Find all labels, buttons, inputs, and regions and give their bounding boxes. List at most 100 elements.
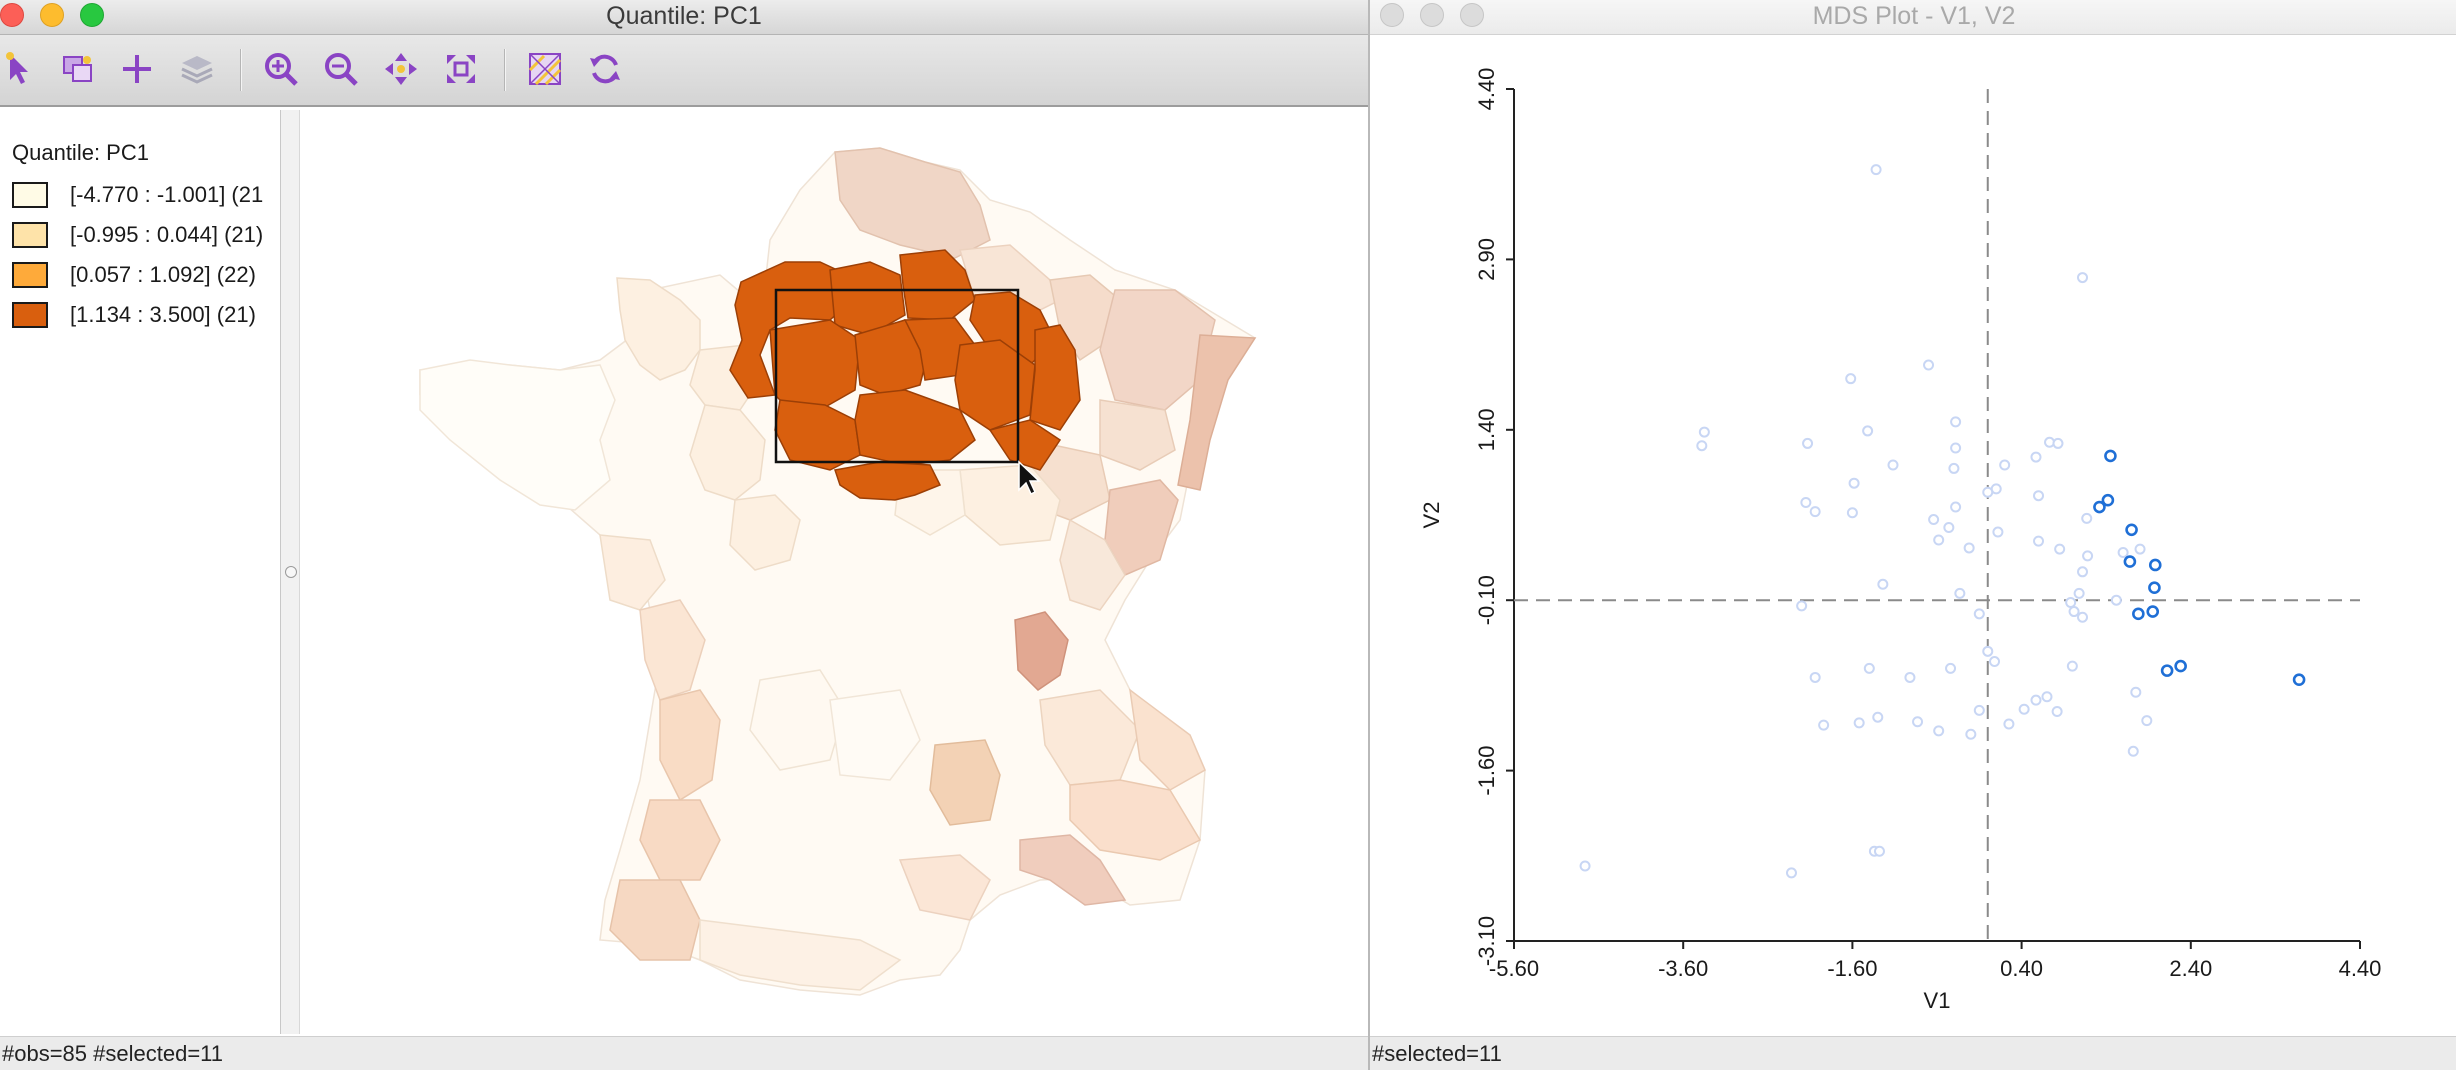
splitter-handle[interactable] <box>285 566 297 578</box>
scatter-point[interactable] <box>1872 711 1884 723</box>
add-layer-icon[interactable] <box>118 50 156 88</box>
zoom-in-icon[interactable] <box>262 50 300 88</box>
region-nord[interactable] <box>834 147 991 259</box>
region-marne[interactable] <box>1029 324 1081 431</box>
scatter-point[interactable] <box>2117 546 2129 558</box>
region-indre-et-loire[interactable] <box>729 494 801 571</box>
scatter-point[interactable] <box>1809 506 1821 518</box>
scatter-point[interactable] <box>2052 437 2064 449</box>
choropleth-map[interactable] <box>300 110 1368 1034</box>
pan-icon[interactable] <box>382 50 420 88</box>
scatter-point-selected[interactable] <box>2125 523 2138 537</box>
region-landes[interactable] <box>609 879 701 961</box>
region-jura[interactable] <box>1059 518 1126 611</box>
region-bouches-du-rhone[interactable] <box>1019 834 1127 906</box>
scatter-point[interactable] <box>1923 359 1935 371</box>
region-hautes-alpes[interactable] <box>1069 779 1202 861</box>
refresh-icon[interactable] <box>586 50 624 88</box>
window-minimize-button[interactable] <box>1420 3 1444 27</box>
layers-icon[interactable] <box>178 50 216 88</box>
window-minimize-button[interactable] <box>40 3 64 27</box>
scatter-point-selected[interactable] <box>2148 581 2161 595</box>
scatter-point[interactable] <box>2077 611 2089 623</box>
scatter-point[interactable] <box>2041 691 2053 703</box>
scatter-point[interactable] <box>2003 718 2015 730</box>
window-zoom-button[interactable] <box>80 3 104 27</box>
scatter-point[interactable] <box>1873 845 1885 857</box>
scatter-point[interactable] <box>1950 442 1962 454</box>
scatter-point[interactable] <box>1853 717 1865 729</box>
scatter-point[interactable] <box>1973 704 1985 716</box>
region-charente-maritime[interactable] <box>659 689 721 802</box>
scatter-point[interactable] <box>1990 483 2002 495</box>
region-seine-et-marne[interactable] <box>954 339 1036 431</box>
scatter-point[interactable] <box>1943 521 1955 533</box>
scatter-point-selected[interactable] <box>2292 673 2306 687</box>
selection-rectangle[interactable] <box>774 288 1020 464</box>
scatter-point[interactable] <box>1912 716 1924 728</box>
scatter-point-selected[interactable] <box>2174 659 2187 673</box>
region-haute-loire[interactable] <box>929 739 1001 826</box>
scatter-point-selected[interactable] <box>2132 607 2145 621</box>
scatter-point[interactable] <box>2134 543 2146 555</box>
scatter-point[interactable] <box>1950 416 1962 428</box>
full-extent-icon[interactable] <box>442 50 480 88</box>
scatter-point[interactable] <box>1785 867 1797 879</box>
scatter-point[interactable] <box>2110 594 2122 606</box>
region-savoie[interactable] <box>1129 688 1206 791</box>
scatter-point[interactable] <box>1887 459 1899 471</box>
mds-window-titlebar[interactable]: MDS Plot - V1, V2 <box>1370 0 2456 35</box>
scatter-point[interactable] <box>2141 715 2153 727</box>
scatter-point[interactable] <box>2073 587 2085 599</box>
scatter-point[interactable] <box>1870 164 1882 176</box>
scatter-point[interactable] <box>2033 535 2045 547</box>
region-pyrenees[interactable] <box>699 919 902 991</box>
scatter-point[interactable] <box>1862 425 1874 437</box>
scatter-point[interactable] <box>2077 272 2089 284</box>
basemap-icon[interactable] <box>526 50 564 88</box>
scatter-point[interactable] <box>1696 440 1708 452</box>
window-close-button[interactable] <box>0 3 24 27</box>
scatter-point[interactable] <box>1950 501 1962 513</box>
scatter-point[interactable] <box>2068 606 2080 618</box>
scatter-point[interactable] <box>1928 514 1940 526</box>
zoom-out-icon[interactable] <box>322 50 360 88</box>
region-aube[interactable] <box>988 419 1062 471</box>
map-canvas[interactable] <box>300 110 1368 1034</box>
scatter-point[interactable] <box>2066 660 2078 672</box>
scatter-point[interactable] <box>1992 526 2004 538</box>
scatter-point[interactable] <box>2081 512 2093 524</box>
scatter-point[interactable] <box>2051 706 2063 718</box>
scatter-point[interactable] <box>1999 459 2011 471</box>
region-sarthe[interactable] <box>689 404 766 501</box>
scatter-point[interactable] <box>1973 608 1985 620</box>
scatter-point[interactable] <box>2030 451 2042 463</box>
scatter-point[interactable] <box>2077 566 2089 578</box>
scatter-point-selected[interactable] <box>2104 449 2117 463</box>
selection-shape-icon[interactable] <box>60 50 98 88</box>
scatter-point[interactable] <box>2082 550 2094 562</box>
scatter-point[interactable] <box>1796 600 1808 612</box>
scatter-point-selected[interactable] <box>2101 493 2115 507</box>
scatter-point[interactable] <box>1579 860 1591 872</box>
region-brittany[interactable] <box>419 359 616 511</box>
scatter-point[interactable] <box>2065 596 2077 608</box>
scatter-point[interactable] <box>1848 477 1860 489</box>
select-pointer-icon[interactable] <box>2 50 40 88</box>
scatter-point[interactable] <box>2054 543 2066 555</box>
scatter-point[interactable] <box>1933 725 1945 737</box>
window-zoom-button[interactable] <box>1460 3 1484 27</box>
scatter-point[interactable] <box>2030 694 2042 706</box>
scatter-point[interactable] <box>2033 490 2045 502</box>
scatter-point-selected[interactable] <box>2093 500 2106 514</box>
scatter-point[interactable] <box>1954 587 1966 599</box>
selected-regions[interactable] <box>729 249 1081 501</box>
map-window-titlebar[interactable]: Quantile: PC1 <box>0 0 1368 35</box>
scatter-point[interactable] <box>1963 542 1975 554</box>
scatter-point[interactable] <box>1845 373 1857 385</box>
mds-scatter-plot[interactable]: -5.60 -3.60 -1.60 0.40 2.40 4.40 -3.10 -1.60 -0.… <box>1370 34 2456 1034</box>
scatter-point[interactable] <box>2127 745 2139 757</box>
scatter-point[interactable] <box>1877 578 1889 590</box>
legend-splitter[interactable] <box>281 110 300 1034</box>
region-lorraine[interactable] <box>1099 289 1216 411</box>
